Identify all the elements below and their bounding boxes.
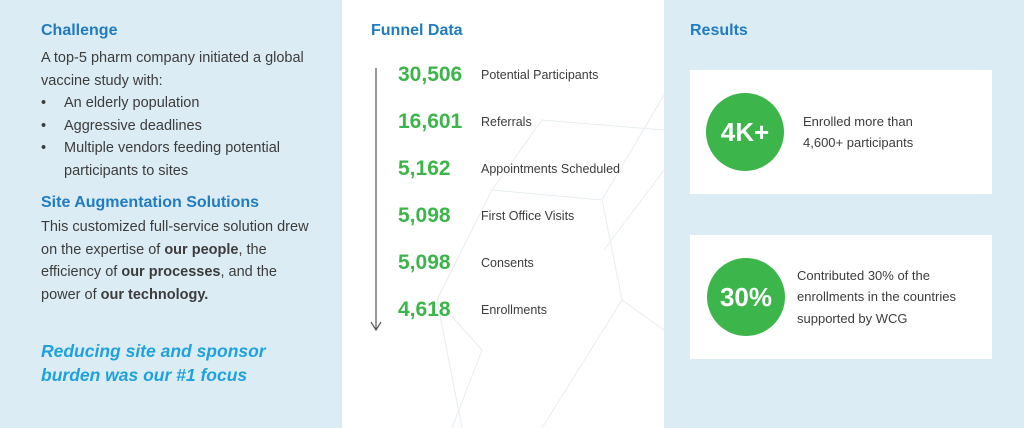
result-description: Contributed 30% of the enrollments in th… [797,267,956,326]
solutions-text: This customized full-service solution dr… [41,216,314,306]
solutions-text-part: This customized full-service solution dr… [41,219,309,258]
funnel-row: 16,601 Referrals [398,107,532,137]
challenge-bullet: An elderly population [41,92,314,115]
solutions-heading: Site Augmentation Solutions [41,194,260,211]
tagline: Reducing site and sponsor burden was our… [41,341,266,385]
solutions-emphasis-people: our people [164,241,239,258]
result-badge: 4K+ [706,93,784,171]
challenge-intro: A top-5 pharm company initiated a global… [41,50,304,89]
challenge-bullet: Aggressive deadlines [41,115,314,138]
funnel-value: 16,601 [398,110,463,133]
funnel-value: 5,162 [398,157,451,180]
results-heading: Results [690,22,748,39]
challenge-panel: Challenge A top-5 pharm company initiate… [0,0,342,428]
funnel-row: 30,506 Potential Participants [398,60,598,90]
down-arrow-icon [370,68,382,332]
funnel-value: 30,506 [398,63,463,86]
funnel-label: Enrollments [481,303,547,317]
funnel-value: 4,618 [398,298,451,321]
funnel-row: 5,098 Consents [398,248,534,278]
funnel-panel: Funnel Data 30,506 Potential Participant… [342,0,664,428]
funnel-row: 5,098 First Office Visits [398,201,574,231]
funnel-heading: Funnel Data [371,22,463,39]
funnel-row: 4,618 Enrollments [398,295,547,325]
challenge-bullet: Multiple vendors feeding potential parti… [41,137,314,182]
solutions-emphasis-processes: our processes [121,264,221,280]
result-description: Enrolled more than 4,600+ participants [803,113,914,151]
funnel-label: Consents [481,256,534,270]
solutions-text-part: , the efficiency of [41,241,267,281]
solutions-text-part: , and the power of [41,264,277,303]
funnel-value: 5,098 [398,251,451,274]
result-card: 30% Contributed 30% of the enrollments i… [690,235,992,359]
funnel-label: First Office Visits [481,209,575,223]
challenge-bullet-list: An elderly population Aggressive deadlin… [41,92,314,182]
funnel-row: 5,162 Appointments Scheduled [398,154,620,184]
solutions-section: Site Augmentation Solutions This customi… [41,194,314,306]
challenge-heading: Challenge [41,22,118,39]
result-card: 4K+ Enrolled more than 4,600+ participan… [690,70,992,194]
funnel-value: 5,098 [398,204,451,227]
funnel-label: Potential Participants [481,68,599,82]
result-badge: 30% [707,258,785,336]
background-hexagon-pattern [436,94,664,428]
funnel-label: Referrals [481,115,532,129]
funnel-label: Appointments Scheduled [481,162,620,176]
solutions-emphasis-technology: our technology. [100,286,209,303]
results-panel: Results 4K+ Enrolled more than 4,600+ pa… [664,0,1024,428]
